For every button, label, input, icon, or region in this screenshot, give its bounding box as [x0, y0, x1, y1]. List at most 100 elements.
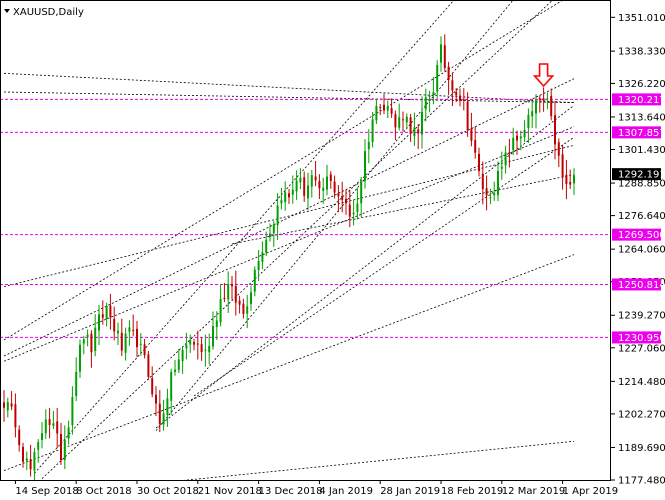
candle-body [162, 413, 165, 425]
candle-body [307, 185, 309, 199]
candle-body [428, 95, 431, 97]
y-tick-label: 1276.640 [618, 211, 665, 222]
candle-body [109, 305, 112, 318]
trendline[interactable] [3, 91, 575, 104]
candle-body [242, 303, 245, 314]
candle-body [136, 328, 138, 348]
candle-body [326, 176, 328, 190]
trendline[interactable] [231, 174, 575, 245]
candle-body [41, 433, 43, 441]
candle-body [367, 141, 370, 150]
symbol-label: XAUUSD,Daily [13, 7, 84, 18]
candle-body [531, 111, 534, 117]
candle-body [117, 330, 119, 334]
x-tick-label: 18 Feb 2019 [441, 486, 503, 497]
symbol-title: XAUUSD,Daily [4, 7, 84, 18]
trendline[interactable] [34, 0, 460, 474]
x-tick-label: 28 Jan 2019 [380, 486, 440, 497]
candle-body [535, 100, 537, 114]
price-level-label-bg [612, 228, 661, 241]
candle-body [174, 369, 176, 372]
candle-body [200, 344, 203, 353]
candle-body [360, 180, 363, 204]
candle-body [132, 329, 135, 331]
candle-body [523, 129, 526, 138]
candle-body [6, 402, 9, 411]
candle-body [250, 292, 252, 304]
price-level-label: 1250.814 [618, 280, 665, 291]
candle-body [196, 343, 199, 345]
candle-body [246, 306, 249, 314]
candle-body [481, 173, 484, 190]
candle-body [3, 402, 5, 408]
candle-body [569, 182, 572, 185]
candle-body [417, 129, 420, 134]
candle-body [398, 117, 401, 128]
candle-body [75, 371, 78, 396]
candle-body [147, 354, 150, 377]
y-tick-label: 1351.010 [618, 13, 665, 24]
candle-body [322, 187, 325, 191]
candle-body [352, 212, 355, 215]
trendline[interactable] [155, 0, 574, 431]
candle-body [409, 117, 412, 134]
trendline[interactable] [193, 136, 575, 397]
candle-body [516, 135, 518, 141]
candle-body [550, 95, 553, 117]
candle-body [345, 198, 347, 204]
plot-frame [0, 0, 611, 481]
price-level-label-bg [612, 126, 661, 139]
trendline[interactable] [3, 254, 575, 471]
trendline[interactable] [3, 126, 575, 362]
candle-body [265, 239, 268, 253]
candle-body [105, 305, 108, 319]
price-level-label-bg [612, 93, 661, 106]
candle-body [155, 394, 157, 404]
candle-body [436, 65, 439, 92]
x-tick-label: 12 Mar 2019 [502, 486, 565, 497]
down-arrow-icon[interactable] [532, 63, 555, 88]
trendline[interactable] [155, 105, 575, 429]
candle-body [288, 193, 290, 198]
candle-body [390, 108, 393, 114]
trendline[interactable] [3, 72, 575, 104]
candle-body [177, 359, 180, 370]
candle-body [386, 106, 389, 111]
current-price-label-bg [612, 168, 661, 181]
candle-body [151, 378, 154, 395]
candle-body [459, 95, 461, 101]
price-level-label-bg [612, 331, 661, 344]
candle-body [227, 283, 230, 300]
candle-body [337, 193, 340, 197]
trendline[interactable] [175, 440, 575, 481]
trendline[interactable] [41, 0, 574, 479]
candle-body [143, 344, 146, 356]
candle-body [22, 446, 24, 462]
candle-body [223, 297, 226, 299]
candle-body [238, 300, 241, 305]
candle-body [303, 177, 306, 196]
candle-body [189, 339, 192, 345]
candle-body [79, 344, 81, 372]
candle-body [489, 197, 492, 199]
candle-body [455, 92, 458, 96]
candle-body [485, 188, 488, 196]
y-tick-label: 1313.640 [618, 112, 665, 123]
candle-body [166, 398, 169, 415]
candle-body [52, 423, 55, 426]
dropdown-triangle-icon[interactable] [4, 9, 10, 13]
y-tick-label: 1214.480 [618, 377, 665, 388]
current-price-label: 1292.191 [618, 170, 665, 181]
candle-body [573, 175, 575, 184]
candle-body [204, 349, 207, 351]
trendline[interactable] [3, 0, 574, 341]
candle-body [219, 298, 222, 323]
candle-body [269, 233, 271, 238]
candle-body [14, 404, 17, 428]
price-axis[interactable]: 1351.010 1338.330 1326.220 1313.640 1301.430… [611, 13, 665, 487]
trendline[interactable] [3, 78, 575, 357]
candle-body [29, 459, 32, 470]
candle-body [356, 203, 359, 213]
